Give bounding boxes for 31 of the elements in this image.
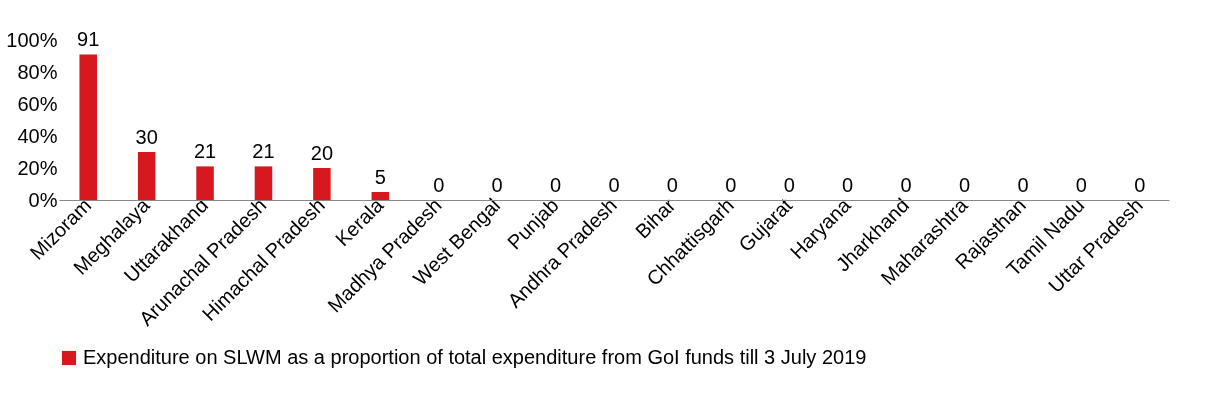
- legend-label: Expenditure on SLWM as a proportion of total expenditure from GoI funds till 3 July 2019: [83, 346, 867, 368]
- data-label: 91: [77, 28, 100, 51]
- data-label: 0: [1134, 174, 1146, 196]
- data-label: 0: [1075, 174, 1087, 196]
- bar: [196, 166, 214, 200]
- data-label: 0: [783, 174, 795, 196]
- bar: [254, 166, 273, 200]
- bar: [371, 192, 390, 200]
- data-label: 0: [433, 174, 445, 196]
- data-label: 0: [608, 174, 620, 196]
- data-label: 5: [374, 166, 386, 188]
- data-label: 0: [666, 174, 678, 196]
- y-tick-label: 60%: [17, 92, 58, 115]
- data-label: 30: [135, 126, 158, 148]
- data-label: 0: [842, 174, 854, 196]
- y-tick-label: 20%: [17, 156, 58, 179]
- bar: [79, 54, 97, 200]
- y-tick-label: 80%: [17, 60, 58, 83]
- y-tick-label: 40%: [17, 124, 58, 147]
- y-tick-label: 100%: [6, 28, 58, 51]
- data-label: 0: [958, 174, 971, 196]
- data-label: 21: [252, 140, 275, 163]
- data-label: 20: [310, 142, 334, 164]
- data-label: 0: [491, 174, 503, 196]
- data-label: 0: [550, 174, 562, 196]
- data-label: 0: [725, 174, 737, 196]
- bar: [313, 168, 331, 200]
- data-label: 0: [900, 174, 912, 196]
- data-label: 21: [193, 140, 217, 163]
- data-label: 0: [1017, 174, 1029, 196]
- bar: [137, 152, 156, 200]
